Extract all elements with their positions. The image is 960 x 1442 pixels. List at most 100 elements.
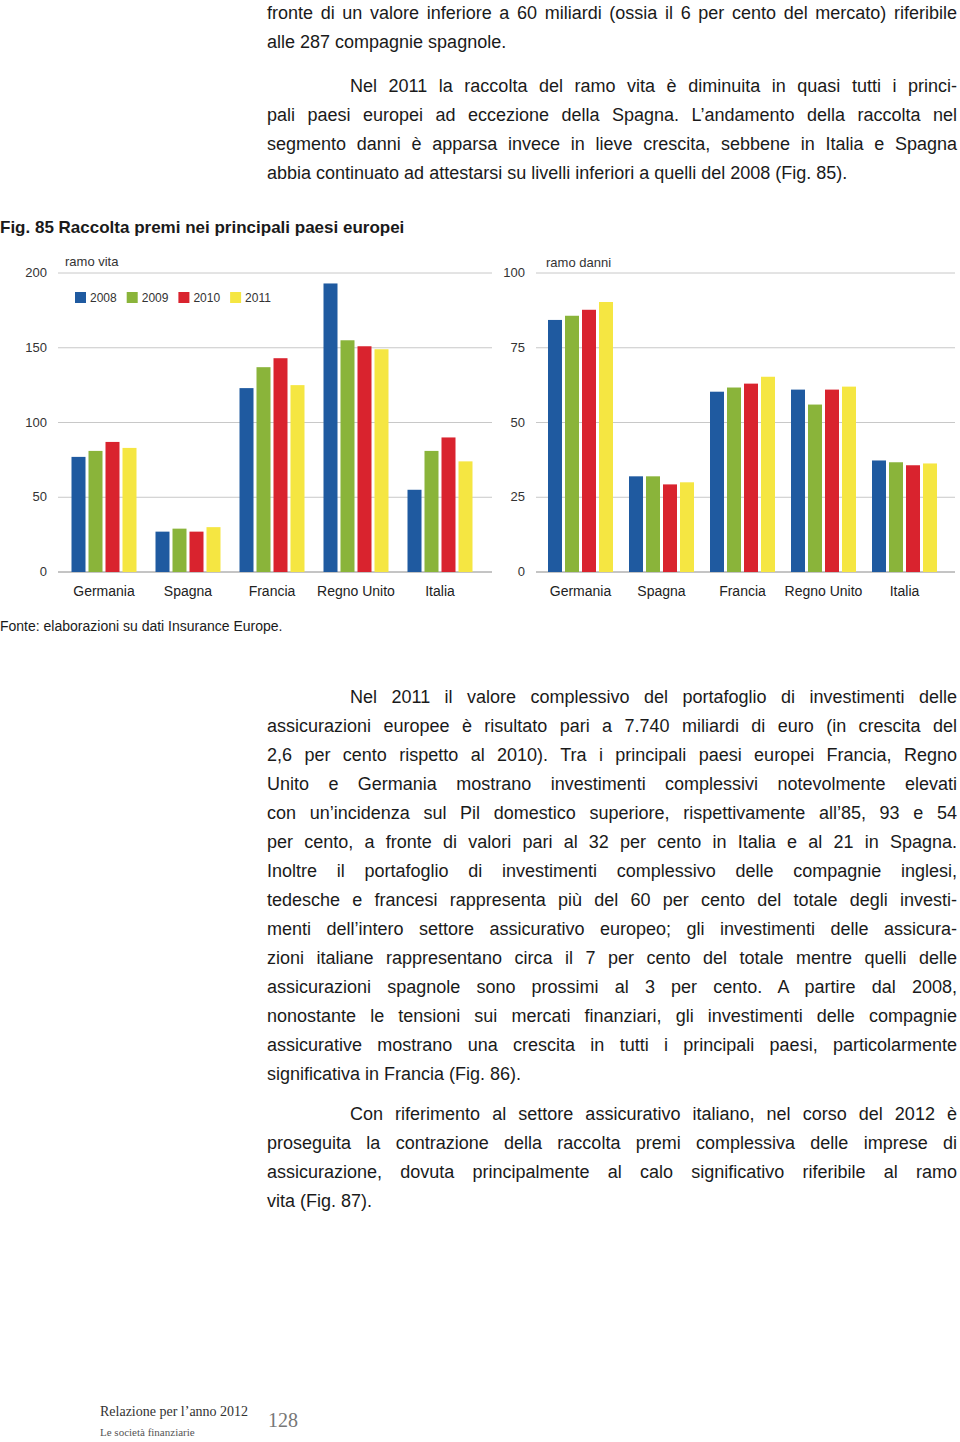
legend-swatch	[178, 292, 189, 303]
category-label: Regno Unito	[785, 583, 863, 599]
legend-swatch	[75, 292, 86, 303]
page-number: 128	[268, 1409, 298, 1432]
text-line: Nel 2011 la raccolta del ramo vita è dim…	[350, 72, 957, 101]
bar	[710, 392, 724, 572]
text-line: nonostante le tensioni sui mercati finan…	[267, 1002, 957, 1031]
text-line: Nel 2011 il valore complessivo del porta…	[350, 683, 957, 712]
category-label: Spagna	[164, 583, 212, 599]
legend-label: 2010	[193, 291, 220, 305]
bar	[629, 476, 643, 572]
bar	[889, 462, 903, 572]
text-line: pali paesi europei ad eccezione della Sp…	[267, 101, 957, 130]
tick-label: 0	[518, 564, 525, 579]
bar	[375, 349, 389, 572]
chart-title: ramo danni	[546, 255, 611, 270]
tick-label: 100	[25, 415, 47, 430]
bar	[341, 340, 355, 572]
bar	[291, 385, 305, 572]
bar	[442, 437, 456, 572]
text-line: Unito e Germania mostrano investimenti c…	[267, 770, 957, 799]
text-line: assicurazione, dovuta principalmente al …	[267, 1158, 957, 1187]
bar	[257, 367, 271, 572]
bar	[123, 448, 137, 572]
bar	[548, 320, 562, 572]
footer-section: Le società finanziarie	[100, 1426, 195, 1438]
bar	[408, 490, 422, 572]
tick-label: 100	[503, 265, 525, 280]
footer-report: Relazione per l’anno 2012	[100, 1404, 248, 1420]
legend-swatch	[127, 292, 138, 303]
grid-line	[536, 347, 955, 348]
text-line: abbia continuato ad attestarsi su livell…	[267, 159, 957, 188]
bar	[72, 457, 86, 572]
text-line: Inoltre il portafoglio di investimenti c…	[267, 857, 957, 886]
text-line: con un’incidenza sul Pil domestico super…	[267, 799, 957, 828]
category-label: Francia	[719, 583, 766, 599]
bar	[358, 346, 372, 572]
text-line: proseguita la contrazione della raccolta…	[267, 1129, 957, 1158]
bar	[89, 451, 103, 572]
figure-title: Fig. 85 Raccolta premi nei principali pa…	[0, 218, 404, 238]
bar	[808, 405, 822, 572]
category-label: Francia	[249, 583, 296, 599]
chart: 050100150200ramo vitaGermaniaSpagnaFranc…	[25, 254, 492, 599]
bar	[825, 390, 839, 572]
bar	[906, 465, 920, 572]
category-label: Germania	[550, 583, 612, 599]
bar	[459, 461, 473, 572]
bar	[599, 302, 613, 572]
bar	[842, 387, 856, 572]
category-label: Regno Unito	[317, 583, 395, 599]
text-line: segmento danni è apparsa invece in lieve…	[267, 130, 957, 159]
bar	[324, 283, 338, 572]
text-line: assicurative mostrano una crescita in tu…	[267, 1031, 957, 1060]
text-line: significativa in Francia (Fig. 86).	[267, 1060, 957, 1089]
tick-label: 25	[511, 489, 525, 504]
charts: 0 50 100 150 200 ramo vita Germania Spagna Franc…	[0, 0, 960, 1442]
text-line: Con riferimento al settore assicurativo …	[350, 1100, 957, 1129]
text-line: menti dell’intero settore assicurativo e…	[267, 915, 957, 944]
text-line: alle 287 compagnie spagnole.	[267, 28, 957, 57]
bar	[744, 384, 758, 572]
legend-label: 2009	[142, 291, 169, 305]
bar	[872, 460, 886, 572]
legend-label: 2008	[90, 291, 117, 305]
bar	[274, 358, 288, 572]
tick-label: 150	[25, 340, 47, 355]
text-line: vita (Fig. 87).	[267, 1187, 957, 1216]
bars	[72, 283, 473, 572]
bar	[680, 482, 694, 572]
bar	[565, 316, 579, 572]
bar	[646, 476, 660, 572]
category-label: Italia	[890, 583, 920, 599]
bar	[761, 377, 775, 572]
bar	[727, 388, 741, 572]
tick-label: 0	[40, 564, 47, 579]
grid-line	[58, 347, 492, 348]
chart-title: ramo vita	[65, 254, 119, 269]
tick-label: 50	[511, 415, 525, 430]
text-line: assicurazioni spagnole sono prossimi al …	[267, 973, 957, 1002]
bar	[156, 532, 170, 572]
figure-source: Fonte: elaborazioni su dati Insurance Eu…	[0, 618, 283, 634]
bar	[791, 390, 805, 572]
text-line: assicurazioni europee è risultato pari a…	[267, 712, 957, 741]
text-line: tedesche e francesi rappresenta più del …	[267, 886, 957, 915]
text-line: 2,6 per cento rispetto al 2010). Tra i p…	[267, 741, 957, 770]
tick-label: 50	[33, 489, 47, 504]
text-line: fronte di un valore inferiore a 60 milia…	[267, 0, 957, 28]
bar	[923, 463, 937, 572]
bars	[548, 302, 937, 572]
category-label: Spagna	[637, 583, 685, 599]
tick-label: 200	[25, 265, 47, 280]
bar	[173, 529, 187, 572]
bar	[240, 388, 254, 572]
bar	[106, 442, 120, 572]
tick-label: 75	[511, 340, 525, 355]
bar	[207, 527, 221, 572]
bar	[190, 532, 204, 572]
bar	[582, 310, 596, 572]
category-label: Italia	[425, 583, 455, 599]
chart: 0 25 50 75 100 ramo danni Germania Spagna Franci…	[503, 255, 955, 599]
text-line: per cento, a fronte di valori pari al 32…	[267, 828, 957, 857]
